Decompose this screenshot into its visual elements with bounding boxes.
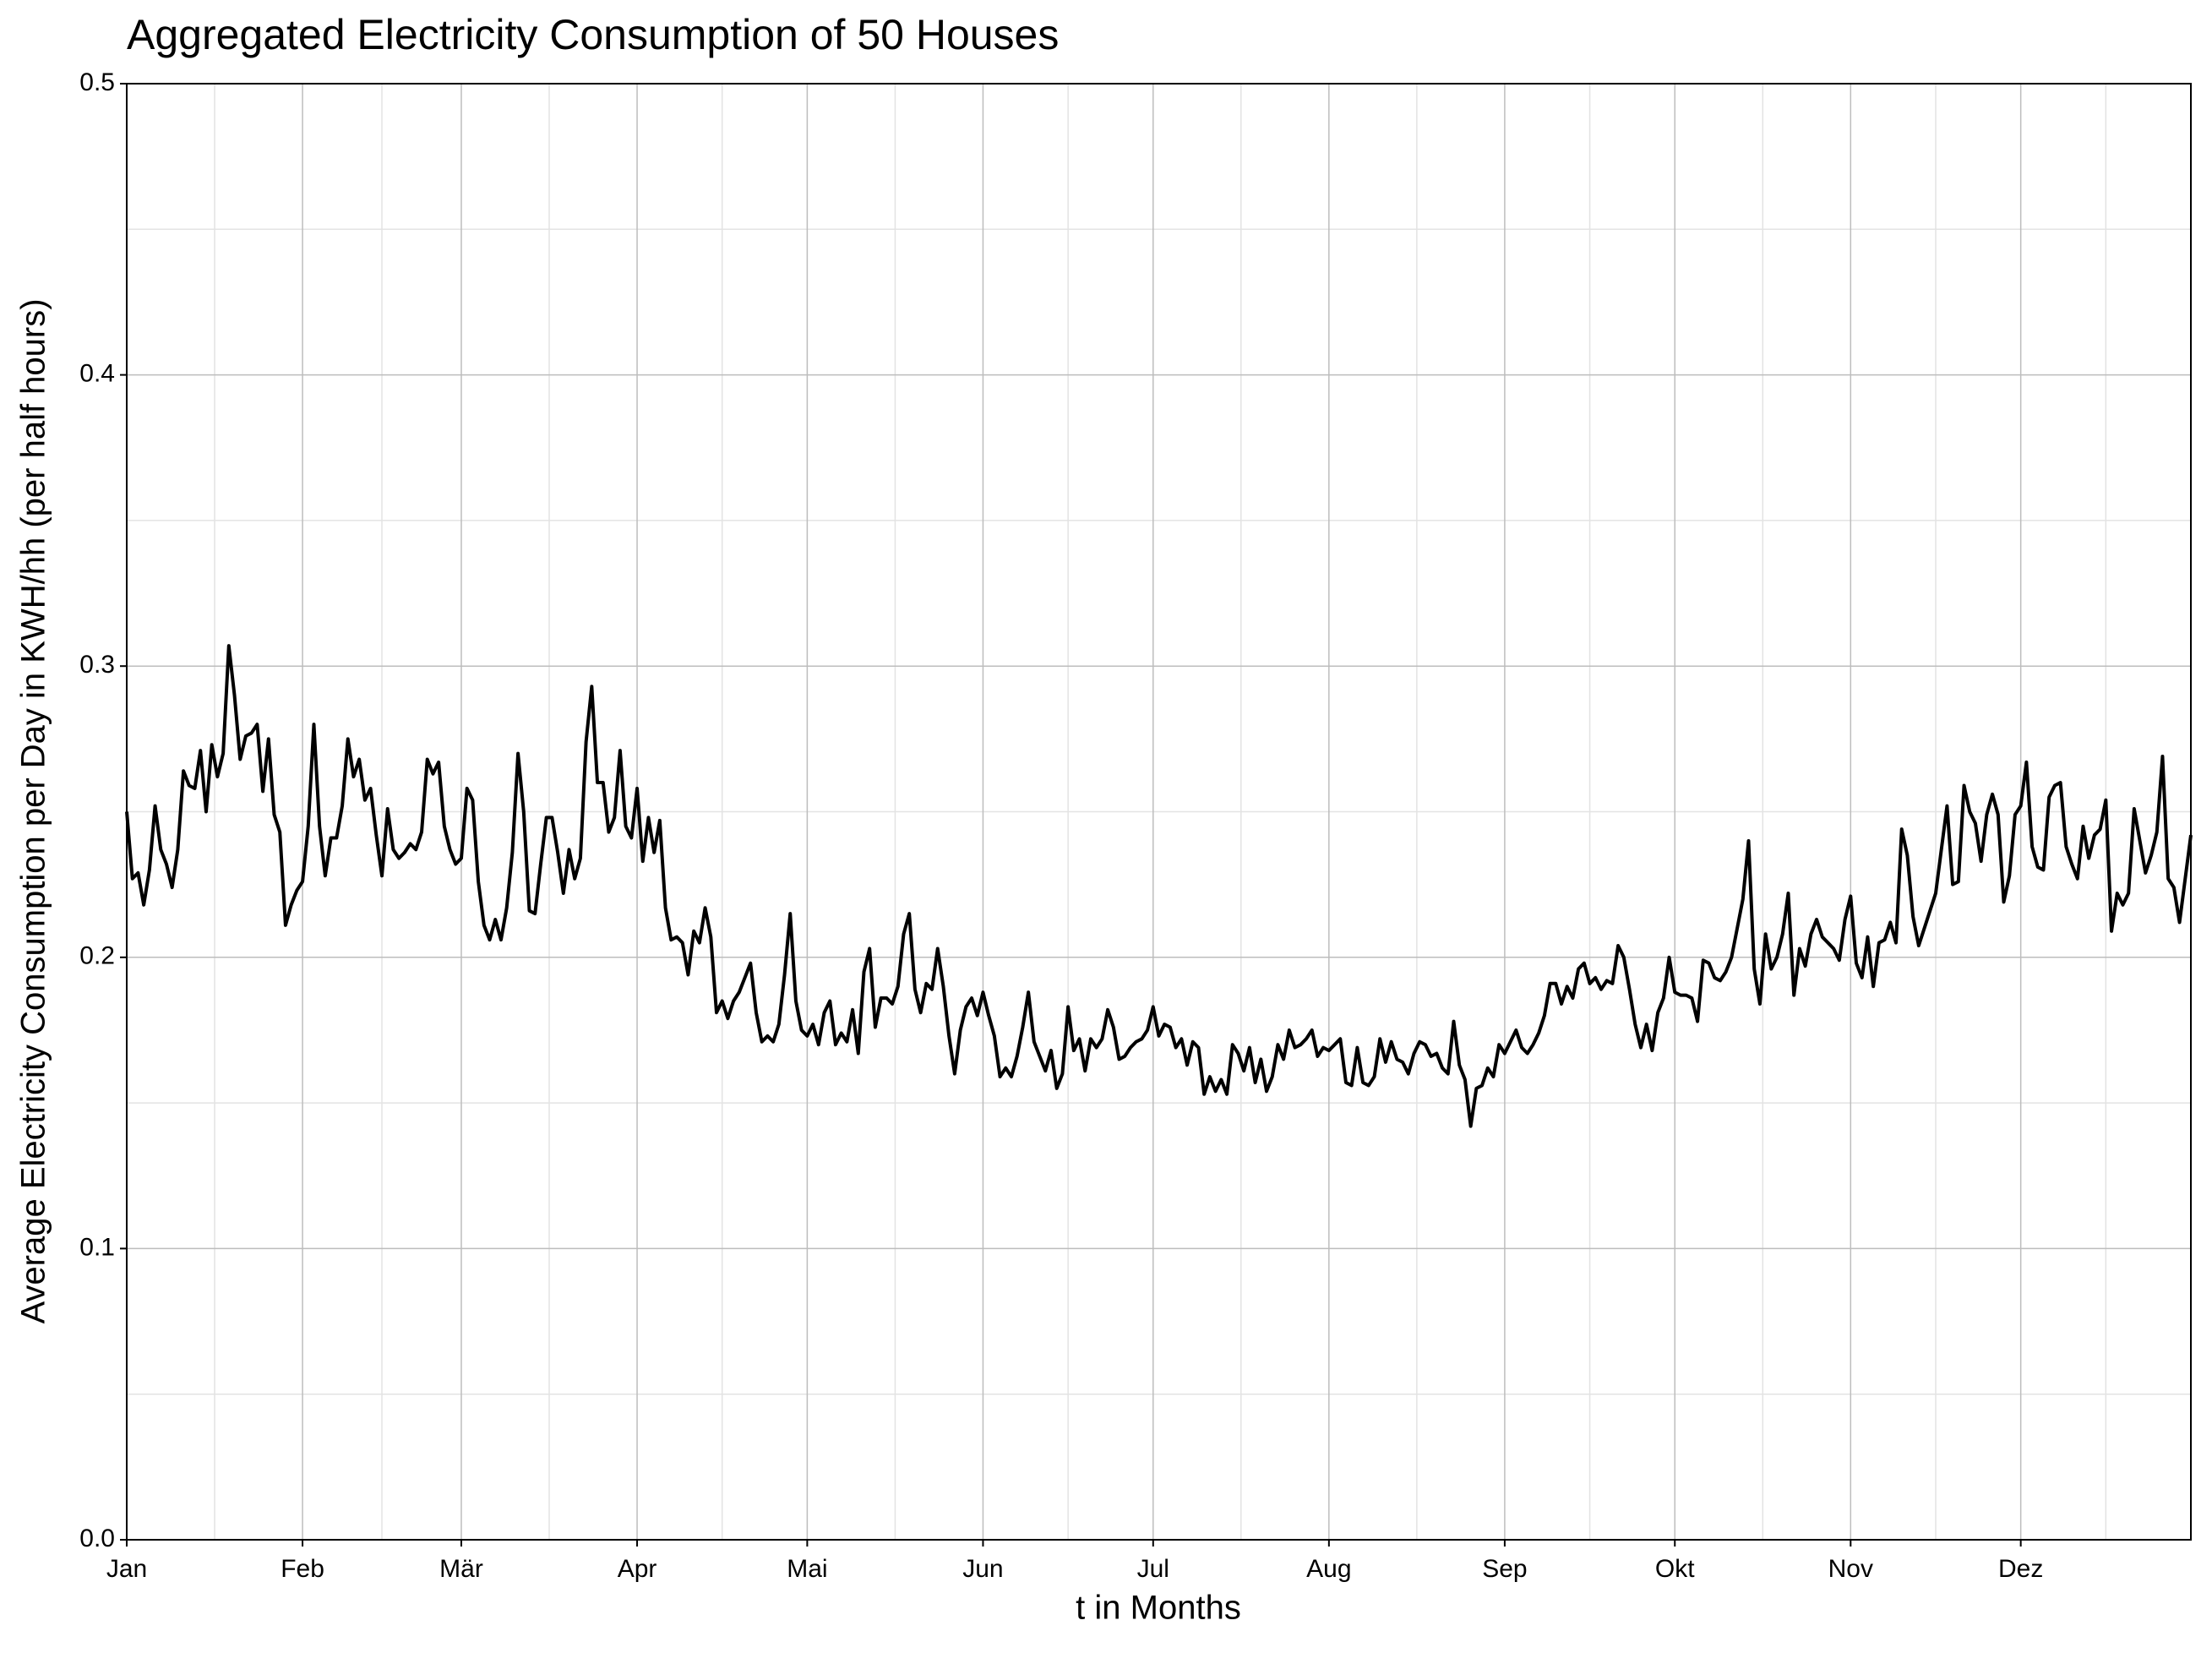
x-tick-label: Jul xyxy=(1137,1555,1169,1583)
x-axis-label: t in Months xyxy=(1076,1590,1241,1627)
y-tick-label: 0.1 xyxy=(79,1233,115,1261)
x-tick-label: Nov xyxy=(1828,1555,1873,1583)
x-tick-label: Aug xyxy=(1306,1555,1351,1583)
y-tick-label: 0.4 xyxy=(79,360,115,388)
x-tick-label: Feb xyxy=(281,1555,324,1583)
y-tick-label: 0.3 xyxy=(79,651,115,679)
x-tick-label: Apr xyxy=(618,1555,657,1583)
x-tick-label: Jan xyxy=(106,1555,147,1583)
data-line xyxy=(125,644,2193,1128)
y-tick-label: 0.0 xyxy=(79,1525,115,1552)
x-tick-label: Mai xyxy=(787,1555,827,1583)
x-tick-label: Mär xyxy=(439,1555,483,1583)
x-tick-label: Okt xyxy=(1655,1555,1695,1583)
x-tick-label: Jun xyxy=(962,1555,1003,1583)
x-tick-label: Dez xyxy=(1998,1555,2043,1583)
y-tick-label: 0.2 xyxy=(79,942,115,970)
y-tick-label: 0.5 xyxy=(79,68,115,96)
y-axis-label: Average Electricity Consumption per Day … xyxy=(15,298,52,1323)
x-tick-label: Sep xyxy=(1482,1555,1527,1583)
chart-title: Aggregated Electricity Consumption of 50… xyxy=(127,11,1059,58)
plot-frame xyxy=(126,83,2192,1541)
